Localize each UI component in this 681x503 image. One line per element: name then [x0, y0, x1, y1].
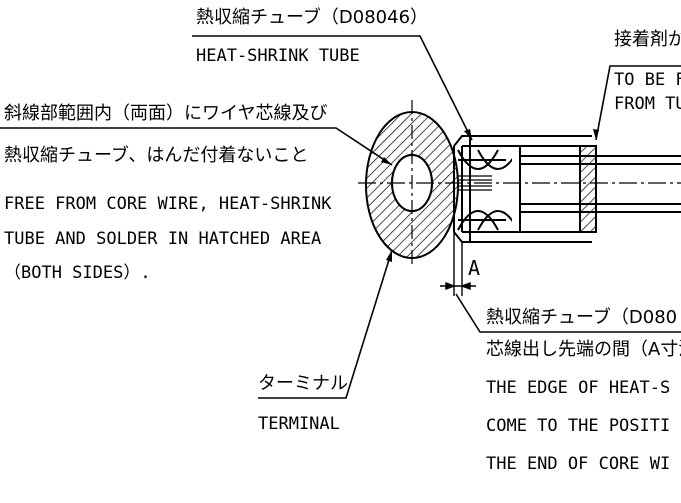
hatched-area-en-line1: FREE FROM CORE WIRE, HEAT-SHRINK — [4, 194, 332, 214]
tube-edge-en-line3: THE END OF CORE WI — [486, 454, 671, 474]
terminal-body — [453, 135, 592, 243]
hatched-area-jp-line2: 熱収縮チューブ、はんだ付着ないこと — [4, 145, 309, 166]
dimension-a-label: A — [468, 256, 481, 280]
hatched-area-en-line3: （BOTH SIDES）. — [4, 263, 151, 283]
leader-lines — [0, 35, 681, 399]
adhesive-jp-label: 接着剤が — [614, 29, 681, 50]
crimp-wings — [457, 149, 512, 231]
core-wire — [458, 175, 492, 191]
tube-ref-en-label: HEAT-SHRINK TUBE — [196, 46, 360, 66]
tube-edge-en-line2: COME TO THE POSITI — [486, 416, 671, 436]
adhesive-en-line1: TO BE F — [614, 70, 681, 90]
terminal-en-label: TERMINAL — [258, 414, 340, 434]
leader-arrows — [381, 129, 599, 262]
terminal-jp-label: ターミナル — [258, 373, 348, 394]
tube-ref-jp-label: 熱収縮チューブ（D08046） — [196, 7, 429, 28]
heat-shrink-tube — [519, 145, 681, 233]
adhesive-en-line2: FROM TU — [614, 94, 681, 114]
tube-edge-en-line1: THE EDGE OF HEAT-S — [486, 378, 671, 398]
tube-edge-jp-line1: 熱収縮チューブ（D080 — [486, 307, 678, 328]
hatched-area-jp-line1: 斜線部範囲内（両面）にワイヤ芯線及び — [4, 103, 328, 124]
hatched-area-en-line2: TUBE AND SOLDER IN HATCHED AREA — [4, 229, 322, 249]
tube-edge-jp-line2: 芯線出し先端の間（A寸法 — [486, 339, 681, 360]
dimension-a — [440, 232, 476, 296]
